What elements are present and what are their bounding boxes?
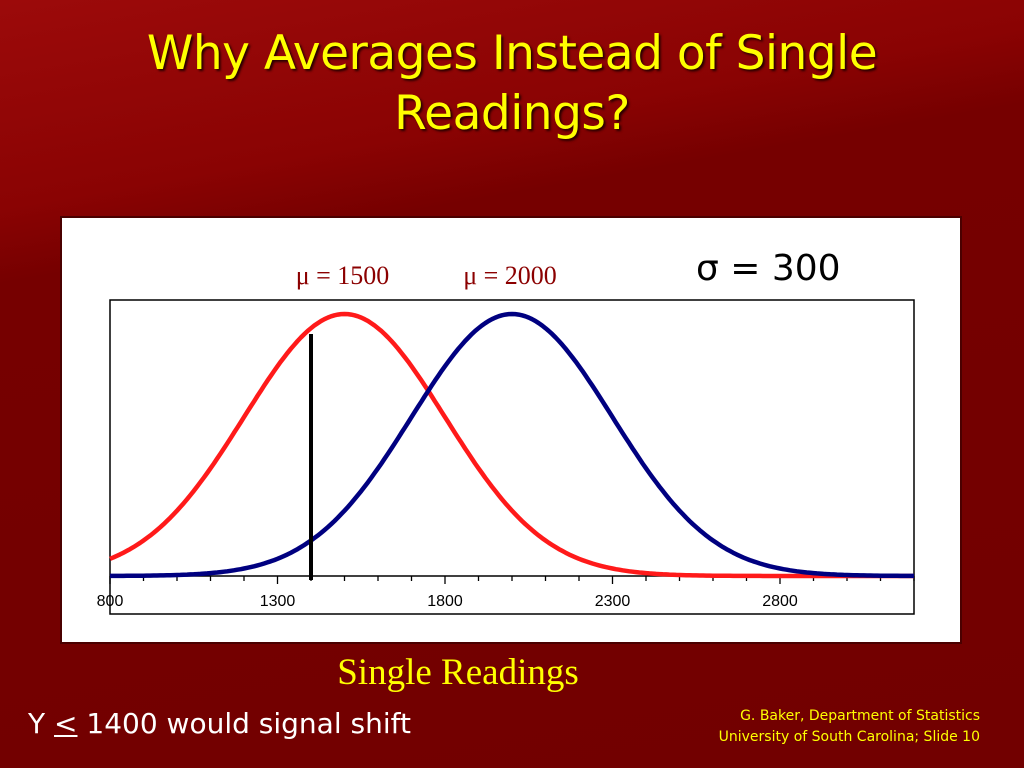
plot-frame	[109, 299, 915, 615]
x-tick-label: 2300	[595, 593, 631, 610]
mu-label-2: μ = 2000	[463, 261, 557, 290]
series-line-1	[109, 311, 914, 579]
series-line-2	[110, 311, 914, 579]
credit-line-1: G. Baker, Department of Statistics	[740, 708, 980, 724]
credit-line-2: University of South Carolina; Slide 10	[718, 729, 980, 745]
shift-rule-suffix: 1400 would signal shift	[77, 707, 411, 740]
slide-title: Why Averages Instead of Single Readings?	[0, 24, 1024, 144]
shift-rule-note: Y < 1400 would signal shift	[28, 707, 411, 740]
shift-rule-prefix: Y	[28, 707, 55, 740]
x-tick-label: 800	[97, 593, 124, 610]
mu-label-1: μ = 1500	[296, 261, 390, 290]
x-tick-label: 2800	[762, 593, 798, 610]
slide-credit: G. Baker, Department of Statistics Unive…	[719, 706, 980, 748]
less-or-equal-symbol: <	[54, 707, 78, 740]
slide-title-line2: Readings?	[394, 86, 630, 141]
normal-curves-chart: 800 1300 1800 2300 2800 μ = 1500 μ = 2000 σ = 3…	[97, 248, 915, 615]
chart-panel: 800 1300 1800 2300 2800 μ = 1500 μ = 2000 σ = 3…	[60, 216, 962, 644]
x-axis-label: Single Readings	[337, 652, 579, 693]
x-tick-label: 1800	[427, 593, 463, 610]
sigma-label: σ = 300	[696, 248, 841, 289]
slide-title-line1: Why Averages Instead of Single	[146, 26, 878, 81]
x-tick-label: 1300	[260, 593, 296, 610]
